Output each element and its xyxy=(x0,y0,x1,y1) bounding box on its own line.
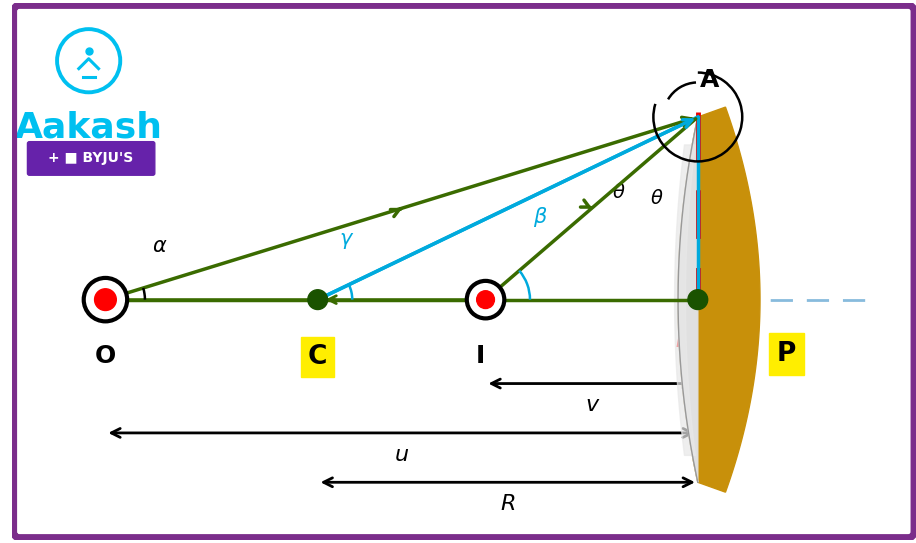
Text: C: C xyxy=(308,344,327,370)
Text: θ: θ xyxy=(650,189,662,208)
Polygon shape xyxy=(678,107,760,492)
Circle shape xyxy=(94,289,116,311)
Text: O: O xyxy=(95,344,116,368)
Text: v: v xyxy=(585,395,598,415)
Text: A: A xyxy=(700,68,719,92)
Text: α: α xyxy=(153,236,167,256)
Text: R: R xyxy=(500,494,516,514)
Text: θ: θ xyxy=(613,183,625,202)
Circle shape xyxy=(688,290,708,310)
Text: I: I xyxy=(476,344,485,368)
Text: M: M xyxy=(676,331,696,351)
Text: P: P xyxy=(777,341,796,367)
Text: β: β xyxy=(533,207,547,226)
Text: u: u xyxy=(395,445,409,465)
Text: Aakash: Aakash xyxy=(15,110,163,144)
Text: + ■ BYJU'S: + ■ BYJU'S xyxy=(48,151,133,166)
Circle shape xyxy=(83,278,127,321)
FancyBboxPatch shape xyxy=(27,142,155,175)
Circle shape xyxy=(308,290,328,310)
Circle shape xyxy=(476,291,495,308)
Circle shape xyxy=(467,281,505,318)
Text: γ: γ xyxy=(339,229,352,249)
Polygon shape xyxy=(678,117,698,482)
